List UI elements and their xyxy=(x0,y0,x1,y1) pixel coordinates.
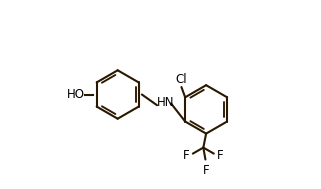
Text: Cl: Cl xyxy=(176,73,187,86)
Text: F: F xyxy=(217,149,224,162)
Text: F: F xyxy=(183,149,189,162)
Text: F: F xyxy=(203,163,210,177)
Text: HN: HN xyxy=(157,96,174,109)
Text: HO: HO xyxy=(67,88,85,101)
